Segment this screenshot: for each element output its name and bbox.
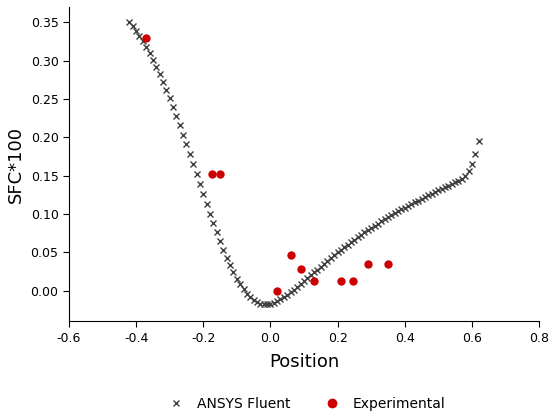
ANSYS Fluent: [475, 139, 482, 144]
Experimental: [297, 267, 304, 272]
Line: ANSYS Fluent: ANSYS Fluent: [127, 19, 481, 307]
ANSYS Fluent: [260, 302, 267, 307]
ANSYS Fluent: [173, 114, 180, 119]
Experimental: [208, 172, 215, 177]
Y-axis label: SFC*100: SFC*100: [7, 126, 25, 203]
Experimental: [311, 279, 317, 284]
Experimental: [274, 288, 280, 293]
X-axis label: Position: Position: [269, 353, 339, 371]
ANSYS Fluent: [472, 152, 479, 157]
ANSYS Fluent: [280, 295, 287, 300]
Legend: ANSYS Fluent, Experimental: ANSYS Fluent, Experimental: [157, 391, 451, 412]
Experimental: [217, 172, 224, 177]
Experimental: [349, 279, 356, 284]
Line: Experimental: Experimental: [143, 34, 391, 294]
Experimental: [143, 35, 150, 40]
ANSYS Fluent: [130, 24, 136, 29]
Experimental: [364, 261, 371, 266]
Experimental: [385, 261, 391, 266]
Experimental: [337, 279, 344, 284]
ANSYS Fluent: [385, 215, 391, 220]
Experimental: [287, 253, 294, 258]
ANSYS Fluent: [126, 20, 133, 25]
ANSYS Fluent: [381, 217, 388, 222]
